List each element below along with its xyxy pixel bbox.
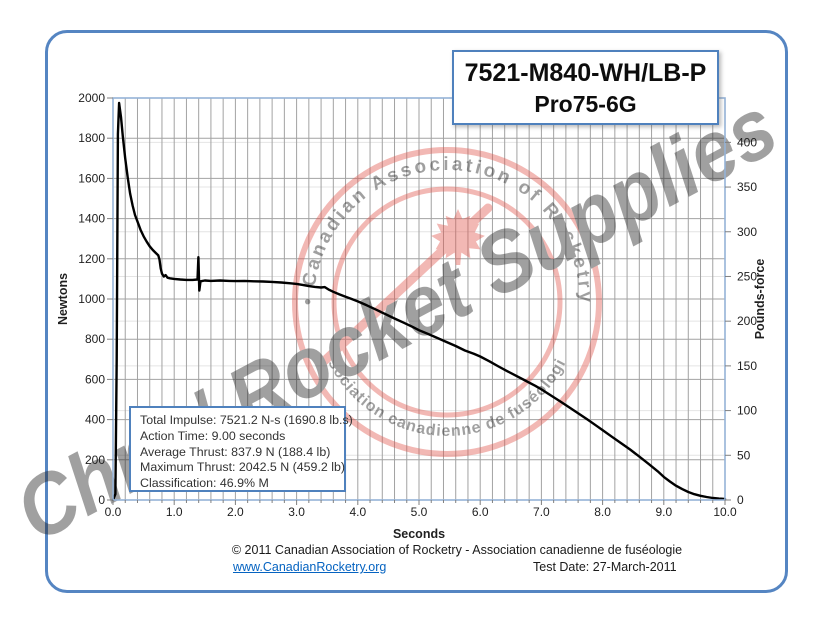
test-date-text: Test Date: 27-March-2011 xyxy=(533,560,677,574)
y-left-tick-label: 1200 xyxy=(78,252,105,266)
x-tick-label: 10.0 xyxy=(713,505,737,519)
motor-designation: 7521-M840-WH/LB-P xyxy=(464,58,707,87)
y-left-tick-label: 0 xyxy=(98,493,105,507)
y-left-axis-title: Newtons xyxy=(56,273,70,325)
y-right-tick-label: 0 xyxy=(737,493,744,507)
thrust-curve-line xyxy=(111,101,727,502)
x-tick-label: 2.0 xyxy=(227,505,244,519)
y-left-tick-label: 200 xyxy=(85,453,105,467)
x-axis: 0.0 1.0 2.0 3.0 4.0 5.0 6.0 7.0 8.0 9.0 10.0 Second… xyxy=(105,500,737,541)
y-right-tick-label: 50 xyxy=(737,448,751,462)
y-right-tick-label: 250 xyxy=(737,269,757,283)
y-left-tick-label: 1000 xyxy=(78,292,105,306)
x-tick-label: 8.0 xyxy=(594,505,611,519)
x-tick-label: 1.0 xyxy=(166,505,183,519)
y-right-tick-label: 400 xyxy=(737,135,757,149)
y-right-tick-label: 100 xyxy=(737,404,757,418)
report-border-frame xyxy=(45,30,788,593)
y-left-tick-label: 800 xyxy=(85,332,105,346)
x-tick-label: 3.0 xyxy=(288,505,305,519)
y-right-axis-title: Pounds-force xyxy=(753,259,767,340)
total-impulse-text: Total Impulse: 7521.2 N-s (1690.8 lb.s) xyxy=(140,413,353,427)
y-right-tick-label: 200 xyxy=(737,314,757,328)
classification-text: Classification: 46.9% M xyxy=(140,476,269,491)
x-tick-label: 6.0 xyxy=(472,505,489,519)
x-axis-title: Seconds xyxy=(393,527,445,541)
motor-stats-box: Total Impulse: 7521.2 N-s (1690.8 lb.s) … xyxy=(129,406,353,492)
website-link[interactable]: www.CanadianRocketry.org xyxy=(233,560,387,574)
copyright-text: © 2011 Canadian Association of Rocketry … xyxy=(231,543,683,557)
y-axis-left: 0 200 400 600 800 1000 1200 1400 1600 1800 2000 New… xyxy=(56,91,113,507)
x-tick-label: 0.0 xyxy=(105,505,122,519)
x-tick-label: 4.0 xyxy=(349,505,366,519)
motor-casing-name: Pro75-6G xyxy=(534,90,637,117)
y-right-tick-label: 300 xyxy=(737,225,757,239)
y-left-tick-label: 600 xyxy=(85,372,105,386)
y-left-tick-label: 1600 xyxy=(78,171,105,185)
y-left-tick-label: 1400 xyxy=(78,212,105,226)
action-time-text: Action Time: 9.00 seconds xyxy=(140,428,286,443)
maple-leaf-icon xyxy=(431,209,485,265)
average-thrust-text: Average Thrust: 837.9 N (188.4 lb) xyxy=(140,444,331,459)
y-left-tick-label: 400 xyxy=(85,413,105,427)
x-tick-label: 9.0 xyxy=(655,505,672,519)
y-right-tick-label: 350 xyxy=(737,180,757,194)
y-left-tick-label: 1800 xyxy=(78,131,105,145)
x-tick-label: 5.0 xyxy=(411,505,428,519)
x-tick-label: 7.0 xyxy=(533,505,550,519)
y-right-tick-label: 150 xyxy=(737,359,757,373)
motor-title-box: 7521-M840-WH/LB-P Pro75-6G xyxy=(452,50,719,125)
y-left-tick-label: 2000 xyxy=(78,91,105,105)
maximum-thrust-text: Maximum Thrust: 2042.5 N (459.2 lb) xyxy=(140,460,345,475)
y-axis-right: 0 50 100 150 200 250 300 350 400 Pounds-force xyxy=(725,135,767,507)
